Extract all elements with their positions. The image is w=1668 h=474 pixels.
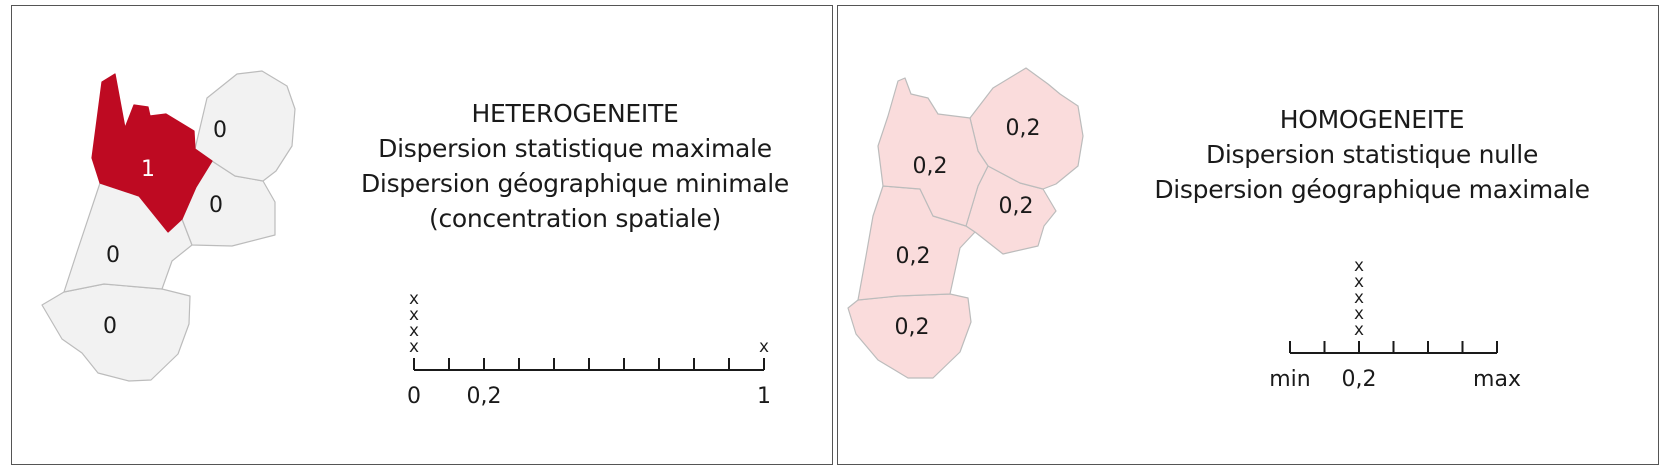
homogeneity-title: HOMOGENEITE — [1279, 105, 1465, 134]
observation-mark: x — [409, 305, 419, 325]
heterogeneity-panel: 1 0 0 0 0 0 0,2 1 x x x x x HETEROGENEITE Dispe… — [11, 5, 833, 465]
axis-label-end: max — [1473, 367, 1521, 392]
observation-mark: x — [409, 337, 419, 357]
homogeneity-map — [847, 67, 1084, 379]
axis-label-end: 1 — [757, 384, 771, 409]
region-north-east — [969, 67, 1084, 190]
observation-mark: x — [1354, 256, 1364, 276]
region-value-north-east: 0 — [213, 118, 227, 143]
region-value-center-north: 1 — [141, 157, 155, 182]
homogeneity-region-values: 0,2 0,2 0,2 0,2 0,2 — [895, 116, 1041, 340]
region-value-middle-west: 0 — [106, 243, 120, 268]
axis-label-second: 0,2 — [467, 384, 502, 409]
observation-mark: x — [1354, 320, 1364, 340]
observation-mark: x — [1354, 272, 1364, 292]
observation-mark: x — [759, 337, 769, 357]
region-center-north — [91, 73, 213, 233]
homogeneity-title-block: HOMOGENEITE Dispersion statistique nulle… — [1142, 102, 1602, 207]
axis-label-start: 0 — [407, 384, 421, 409]
region-value-middle-east: 0 — [209, 193, 223, 218]
homogeneity-subtitle-statistical: Dispersion statistique nulle — [1205, 140, 1539, 169]
observation-mark: x — [409, 289, 419, 309]
region-value-middle-east: 0,2 — [999, 194, 1034, 219]
heterogeneity-subtitle-geographic: Dispersion géographique minimale — [360, 169, 789, 198]
heterogeneity-region-values: 1 0 0 0 0 — [103, 118, 227, 339]
region-value-south: 0 — [103, 314, 117, 339]
observation-mark: x — [1354, 304, 1364, 324]
region-value-north-east: 0,2 — [1006, 116, 1041, 141]
observation-mark: x — [409, 321, 419, 341]
heterogeneity-map — [41, 70, 296, 382]
homogeneity-panel: 0,2 0,2 0,2 0,2 0,2 min 0,2 max x x x x x HOMOG… — [837, 5, 1659, 465]
region-north-west — [877, 77, 989, 227]
homogeneity-subtitle-geographic: Dispersion géographique maximale — [1154, 175, 1590, 204]
axis-label-start: min — [1269, 367, 1311, 392]
heterogeneity-title-block: HETEROGENEITE Dispersion statistique max… — [345, 96, 805, 236]
axis-label-second: 0,2 — [1342, 367, 1377, 392]
observation-mark: x — [1354, 288, 1364, 308]
heterogeneity-title: HETEROGENEITE — [471, 99, 679, 128]
heterogeneity-subtitle-statistical: Dispersion statistique maximale — [378, 134, 772, 163]
region-value-middle-west: 0,2 — [896, 244, 931, 269]
region-value-north-west: 0,2 — [913, 154, 948, 179]
heterogeneity-subtitle-note: (concentration spatiale) — [428, 204, 721, 233]
region-value-south: 0,2 — [895, 315, 930, 340]
